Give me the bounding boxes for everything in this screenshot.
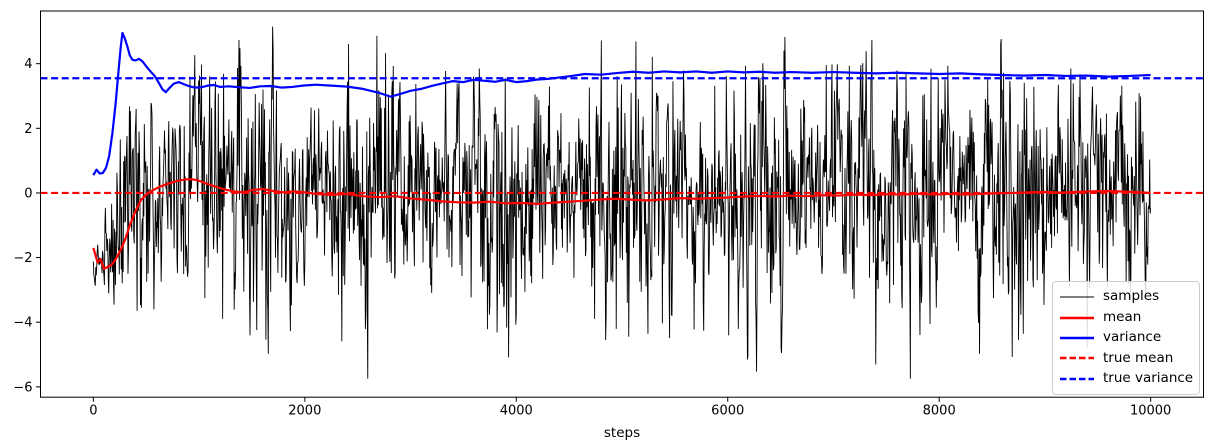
- y-tick-label: −6: [13, 380, 32, 395]
- y-tick-label: 2: [24, 122, 32, 137]
- variance-line: [92, 31, 1151, 176]
- legend-item-variance: variance: [1060, 328, 1192, 348]
- legend-swatch-true-mean: [1060, 357, 1094, 360]
- legend-label-samples: samples: [1103, 288, 1160, 305]
- x-tick-label: 8000: [923, 404, 956, 419]
- y-tick-label: 4: [24, 57, 32, 72]
- legend-item-mean: mean: [1060, 307, 1192, 327]
- legend-label-true-variance: true variance: [1103, 370, 1194, 386]
- samples-line: [92, 26, 1152, 379]
- x-tick-label: 2000: [288, 404, 321, 419]
- x-axis-title: steps: [603, 425, 641, 441]
- y-tick-label: −2: [13, 251, 32, 266]
- legend-swatch-mean: [1060, 316, 1094, 319]
- legend-label-variance: variance: [1103, 329, 1162, 346]
- legend-swatch-true-variance: [1060, 377, 1094, 380]
- mean-line: [92, 177, 1151, 270]
- legend-swatch-samples: [1060, 296, 1094, 298]
- legend-label-mean: mean: [1103, 308, 1142, 325]
- legend-swatch-variance: [1060, 336, 1094, 340]
- legend-item-true-variance: true variance: [1060, 369, 1194, 389]
- plot-border: [40, 10, 1204, 398]
- y-tick-label: 0: [24, 186, 32, 201]
- x-tick-label: 6000: [711, 404, 744, 419]
- y-tick-label: −4: [13, 316, 32, 331]
- x-tick-label: 10000: [1130, 404, 1171, 419]
- legend-item-samples: samples: [1060, 287, 1192, 307]
- x-tick-label: 4000: [500, 404, 533, 419]
- legend-item-true-mean: true mean: [1060, 348, 1192, 368]
- legend: samples mean variance true mean true varianc…: [1052, 281, 1200, 395]
- legend-label-true-mean: true mean: [1103, 349, 1174, 366]
- plot-area: [40, 26, 1204, 379]
- x-tick-label: 0: [89, 404, 97, 419]
